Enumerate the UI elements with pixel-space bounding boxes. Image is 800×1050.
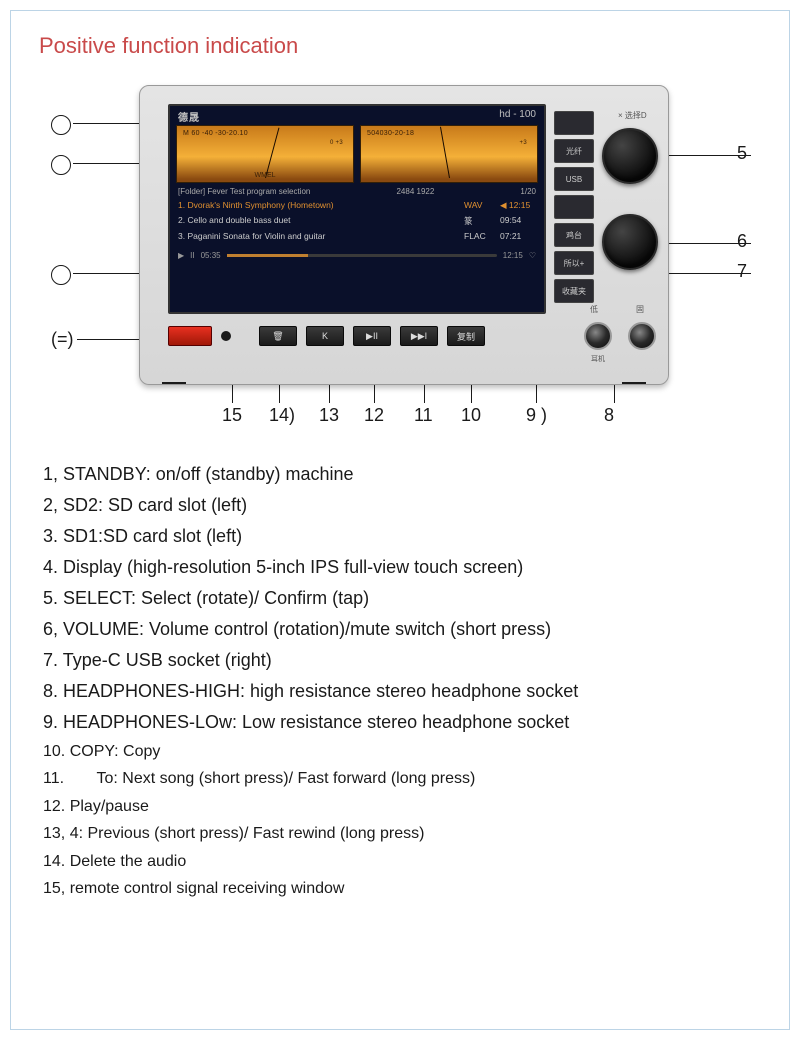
code-label: 2484 1922 xyxy=(396,187,434,196)
headphone-jack-high[interactable] xyxy=(628,322,656,350)
track-name: 2. Cello and double bass duet xyxy=(178,215,460,227)
legend-item: 4. Display (high-resolution 5-inch IPS f… xyxy=(43,552,761,583)
legend-item: 9. HEADPHONES-LOw: Low resistance stereo… xyxy=(43,707,761,738)
legend-item: 6, VOLUME: Volume control (rotation)/mut… xyxy=(43,614,761,645)
side-btn[interactable]: 鸡台 xyxy=(554,223,594,247)
track-time: 07:21 xyxy=(500,231,536,241)
legend-item: 3. SD1:SD card slot (left) xyxy=(43,521,761,552)
vu-meter-right: 504030-20-18 +3 xyxy=(360,125,538,183)
callout-bottom-13: 13 xyxy=(319,405,339,426)
page-title: Positive function indication xyxy=(39,33,761,59)
prev-button[interactable]: K xyxy=(306,326,344,346)
callout-right-5: 5 xyxy=(737,143,747,164)
track-name: 3. Paganini Sonata for Violin and guitar xyxy=(178,231,460,241)
play-icon[interactable]: ▶ xyxy=(178,251,184,260)
delete-button[interactable]: 🗑 xyxy=(259,326,297,346)
meter-scale: M 60 -40 -30-20.10 xyxy=(183,130,248,137)
callout-bottom-15: 15 xyxy=(222,405,242,426)
legend-item: 12. Play/pause xyxy=(43,793,761,821)
callout-right-6: 6 xyxy=(737,231,747,252)
legend-item: 13, 4: Previous (short press)/ Fast rewi… xyxy=(43,820,761,848)
callout-bottom-9 ): 9 ) xyxy=(526,405,547,426)
next-button[interactable]: ▶▶I xyxy=(400,326,438,346)
jack-text-low: 耳机 xyxy=(584,354,612,364)
track-name: 1. Dvorak's Ninth Symphony (Hometown) xyxy=(178,200,460,211)
callout-bottom-8: 8 xyxy=(604,405,614,426)
track-row[interactable]: 1. Dvorak's Ninth Symphony (Hometown) WA… xyxy=(178,198,536,213)
track-fmt: 篆 xyxy=(464,215,496,227)
model-label: hd - 100 xyxy=(499,109,536,124)
callout-bottom-10: 10 xyxy=(461,405,481,426)
side-btn[interactable]: 收藏夹 xyxy=(554,279,594,303)
legend-list: 1, STANDBY: on/off (standby) machine2, S… xyxy=(39,459,761,903)
heart-icon[interactable]: ♡ xyxy=(529,251,536,260)
vu-meter-left: M 60 -40 -30-20.10 0 +3 WMEL xyxy=(176,125,354,183)
meter-label: WMEL xyxy=(255,172,276,179)
legend-item: 14. Delete the audio xyxy=(43,848,761,876)
legend-item: 10. COPY: Copy xyxy=(43,738,761,766)
track-row[interactable]: 3. Paganini Sonata for Violin and guitar… xyxy=(178,229,536,243)
device-body: 德晟 hd - 100 M 60 -40 -30-20.10 0 +3 WMEL… xyxy=(139,85,669,385)
folder-label: [Folder] Fever Test program selection xyxy=(178,187,310,196)
track-fmt: WAV xyxy=(464,200,496,211)
callout-right-7: 7 xyxy=(737,261,747,282)
callout-bottom-12: 12 xyxy=(364,405,384,426)
time-current: 05:35 xyxy=(201,251,221,260)
callout-left-3: 3 xyxy=(51,153,81,175)
legend-item: 5. SELECT: Select (rotate)/ Confirm (tap… xyxy=(43,583,761,614)
callout-left-1: (=) xyxy=(51,329,74,350)
standby-button[interactable] xyxy=(168,326,212,346)
copy-button[interactable]: 复制 xyxy=(447,326,485,346)
legend-item: 15, remote control signal receiving wind… xyxy=(43,875,761,903)
side-btn[interactable]: 光纤 xyxy=(554,139,594,163)
select-knob[interactable] xyxy=(602,128,658,184)
jack-label-low: 低 xyxy=(590,304,598,315)
headphone-jack-low[interactable] xyxy=(584,322,612,350)
legend-item: 11. To: Next song (short press)/ Fast fo… xyxy=(43,765,761,793)
top-label: × 选择D xyxy=(618,110,647,121)
time-total: 12:15 xyxy=(503,251,523,260)
legend-item: 8. HEADPHONES-HIGH: high resistance ster… xyxy=(43,676,761,707)
play-pause-button[interactable]: ▶II xyxy=(353,326,391,346)
track-fmt: FLAC xyxy=(464,231,496,241)
device-diagram: 4 3 2 (=) 5 6 7 15 14) 13 12 11 10 9 ) 8 德晟 hd … xyxy=(39,85,761,445)
callout-bottom-14): 14) xyxy=(269,405,295,426)
side-btn[interactable] xyxy=(554,111,594,135)
callout-bottom-11: 11 xyxy=(414,405,433,426)
brand-cn: 德晟 xyxy=(178,109,200,124)
callout-left-2: 2 xyxy=(51,263,81,285)
meter-scale: 504030-20-18 xyxy=(367,130,414,137)
side-input-buttons: 光纤 USB 鸡台 所以+ 收藏夹 xyxy=(554,111,594,303)
meter-scale-sm: 0 +3 xyxy=(330,140,343,146)
display-screen[interactable]: 德晟 hd - 100 M 60 -40 -30-20.10 0 +3 WMEL… xyxy=(168,104,546,314)
jack-label-high: 固 xyxy=(636,304,644,315)
callout-left-4: 4 xyxy=(51,113,81,135)
meter-scale-sm: +3 xyxy=(520,140,527,146)
side-btn[interactable] xyxy=(554,195,594,219)
pause-icon[interactable]: II xyxy=(190,251,194,260)
progress-row: ▶ II 05:35 12:15 ♡ xyxy=(170,243,544,260)
track-row[interactable]: 2. Cello and double bass duet 篆 09:54 xyxy=(178,213,536,229)
ir-window xyxy=(221,331,231,341)
legend-item: 7. Type-C USB socket (right) xyxy=(43,645,761,676)
track-list: 1. Dvorak's Ninth Symphony (Hometown) WA… xyxy=(170,198,544,243)
track-time: 09:54 xyxy=(500,215,536,227)
side-btn-usb[interactable]: USB xyxy=(554,167,594,191)
progress-bar[interactable] xyxy=(227,254,497,257)
legend-item: 1, STANDBY: on/off (standby) machine xyxy=(43,459,761,490)
pos-label: 1/20 xyxy=(520,187,536,196)
legend-item: 2, SD2: SD card slot (left) xyxy=(43,490,761,521)
side-btn[interactable]: 所以+ xyxy=(554,251,594,275)
track-time: 12:15 xyxy=(509,200,530,210)
volume-knob[interactable] xyxy=(602,214,658,270)
